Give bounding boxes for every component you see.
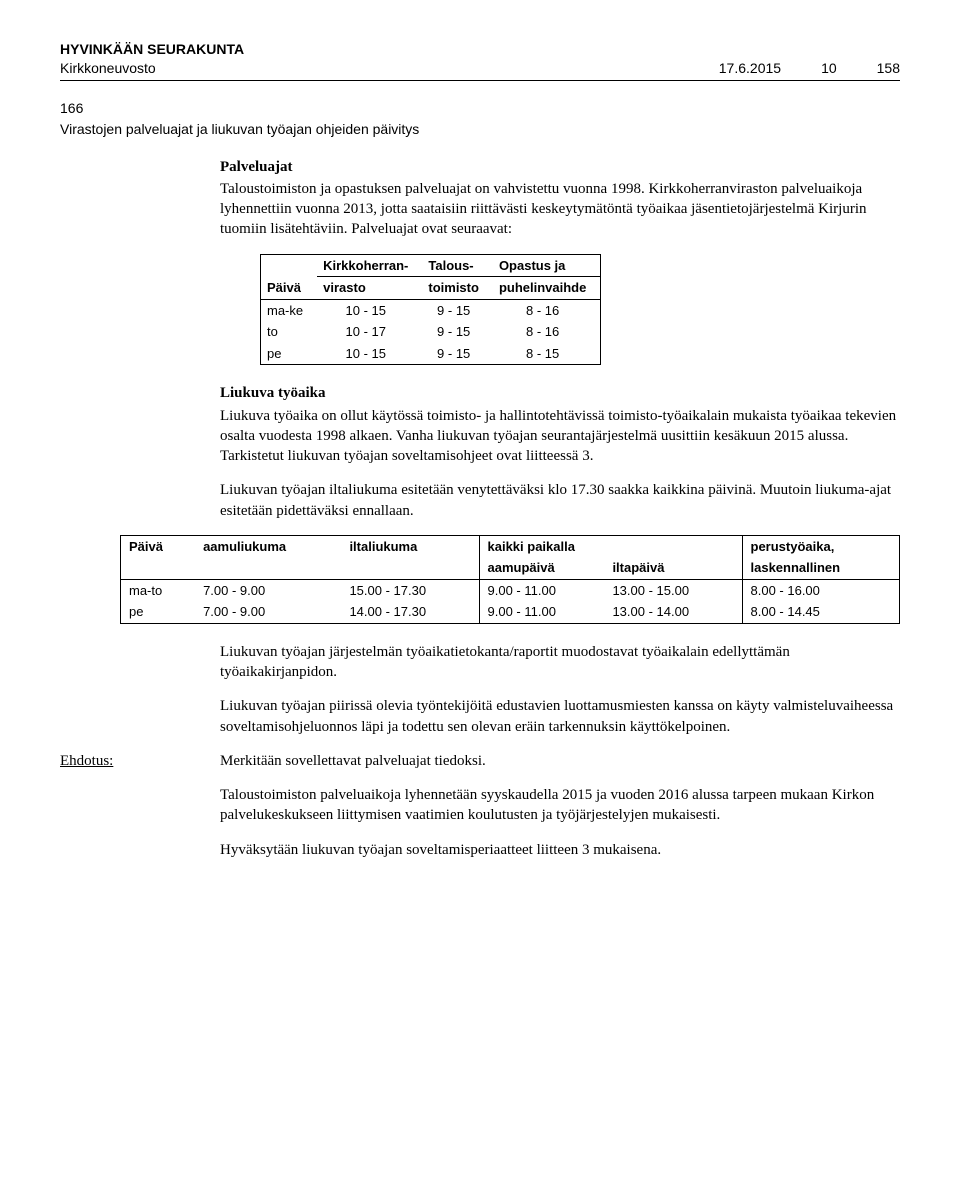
header-rule xyxy=(60,80,900,81)
section2-p1: Liukuva työaika on ollut käytössä toimis… xyxy=(220,406,900,467)
body-name: Kirkkoneuvosto xyxy=(60,59,156,78)
table-row: pe 7.00 - 9.00 14.00 - 17.30 9.00 - 11.0… xyxy=(121,601,900,623)
section1-p1: Taloustoimiston ja opastuksen palveluaja… xyxy=(220,179,900,240)
header-page: 10 xyxy=(821,59,837,78)
after-p1: Liukuvan työajan järjestelmän työaikatie… xyxy=(220,642,900,683)
page-header: HYVINKÄÄN SEURAKUNTA Kirkkoneuvosto 17.6… xyxy=(60,40,900,81)
t1-h-c1a: Kirkkoherran- xyxy=(317,254,422,277)
t2-h-day: Päivä xyxy=(121,535,196,557)
t1-h-c2a: Talous- xyxy=(422,254,493,277)
table-row: ma-ke 10 - 15 9 - 15 8 - 16 xyxy=(261,299,601,321)
t2-h-c3a: aamupäivä xyxy=(479,557,604,579)
item-title: Virastojen palveluajat ja liukuvan työaj… xyxy=(60,120,900,139)
flex-time-table: Päivä aamuliukuma iltaliukuma kaikki pai… xyxy=(120,535,900,624)
t2-h-c3top: kaikki paikalla xyxy=(479,535,742,557)
item-number: 166 xyxy=(60,99,900,118)
proposal-p2: Taloustoimiston palveluaikoja lyhennetää… xyxy=(220,785,900,826)
table-row: ma-to 7.00 - 9.00 15.00 - 17.30 9.00 - 1… xyxy=(121,579,900,601)
t1-h-c2b: toimisto xyxy=(422,277,493,300)
section2-heading: Liukuva työaika xyxy=(220,383,900,403)
table-row: pe 10 - 15 9 - 15 8 - 15 xyxy=(261,343,601,365)
t1-h-day: Päivä xyxy=(261,254,318,299)
table-row: to 10 - 17 9 - 15 8 - 16 xyxy=(261,321,601,343)
t2-h-c3b: iltapäivä xyxy=(604,557,742,579)
after-p2: Liukuvan työajan piirissä olevia työntek… xyxy=(220,696,900,737)
t1-h-c3a: Opastus ja xyxy=(493,254,601,277)
t2-h-c4: laskennallinen xyxy=(742,557,900,579)
service-hours-table: Päivä Kirkkoherran- Talous- Opastus ja v… xyxy=(260,254,601,366)
header-total: 158 xyxy=(877,59,900,78)
t1-h-c1b: virasto xyxy=(317,277,422,300)
proposal-p3: Hyväksytään liukuvan työajan soveltamisp… xyxy=(220,840,900,860)
header-date: 17.6.2015 xyxy=(719,59,781,78)
section2-p2: Liukuvan työajan iltaliukuma esitetään v… xyxy=(220,480,900,521)
t1-h-c3b: puhelinvaihde xyxy=(493,277,601,300)
t2-h-c1: aamuliukuma xyxy=(195,535,341,557)
proposal-p1: Merkitään sovellettavat palveluajat tied… xyxy=(220,751,900,771)
t2-h-c2: iltaliukuma xyxy=(341,535,479,557)
org-name: HYVINKÄÄN SEURAKUNTA xyxy=(60,40,244,59)
t2-h-c4top: perustyöaika, xyxy=(742,535,900,557)
proposal-label: Ehdotus: xyxy=(60,751,220,771)
proposal-block: Ehdotus: Merkitään sovellettavat palvelu… xyxy=(60,751,900,874)
section1-heading: Palveluajat xyxy=(220,157,900,177)
